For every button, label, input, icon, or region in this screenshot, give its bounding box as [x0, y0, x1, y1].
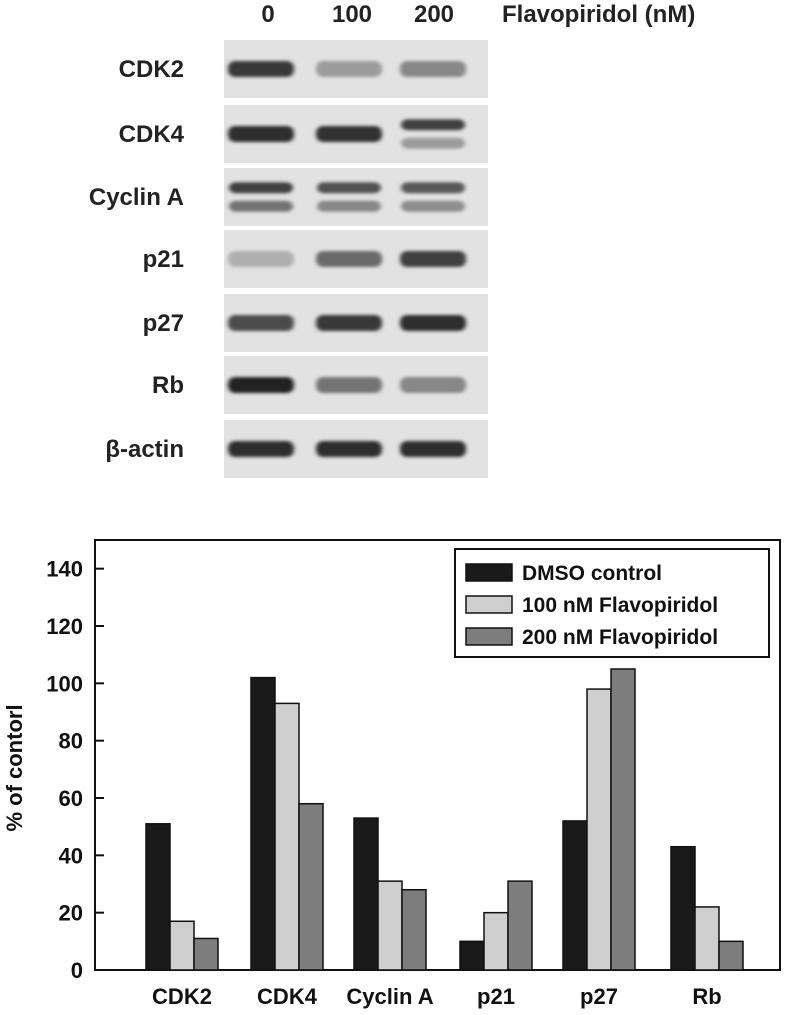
bar [250, 676, 276, 971]
bar [718, 940, 744, 971]
blot-band [400, 315, 466, 331]
x-tick-label: Rb [692, 984, 721, 1009]
blot-band [401, 182, 465, 194]
blot-band [228, 315, 294, 331]
blot-band [401, 119, 465, 131]
dose-label-200: 200 [414, 1, 454, 28]
y-tick-label: 40 [59, 843, 83, 868]
blot-band [316, 126, 382, 142]
y-axis-ticks: 0 20 40 60 80 100 120 140 [46, 557, 104, 983]
plot-frame [94, 539, 781, 971]
legend-label: 100 nM Flavopiridol [522, 594, 718, 617]
bar [586, 688, 612, 971]
blot-panel-label: p27 [143, 310, 184, 337]
blot-band [228, 441, 294, 457]
blot-panels: CDK2 CDK4 Cyclin A p21 p27 Rb β-actin [89, 40, 488, 478]
x-tick-label: CDK4 [257, 984, 318, 1009]
x-tick-label: Cyclin A [346, 984, 433, 1009]
dose-label-100: 100 [332, 1, 372, 28]
legend-swatch [465, 595, 513, 614]
dose-label-0: 0 [261, 1, 274, 28]
blot-panel-label: p21 [143, 246, 184, 273]
x-axis-labels: CDK2 CDK4 Cyclin A p21 p27 Rb [152, 984, 722, 1009]
blot-band [401, 200, 465, 212]
y-tick-label: 140 [46, 557, 83, 582]
bar [610, 668, 636, 971]
blot-panel: p27 [143, 294, 488, 352]
blot-band [228, 377, 294, 393]
blot-band [228, 126, 294, 142]
blot-panel-label: Rb [152, 372, 184, 399]
blot-band [229, 200, 293, 212]
blot-band [228, 251, 294, 267]
bar [353, 817, 379, 971]
western-blot: 0 100 200 Flavopiridol (nM) CDK2 CDK4 Cycl… [89, 1, 695, 478]
bar [507, 880, 533, 971]
dose-header: 0 100 200 Flavopiridol (nM) [261, 1, 695, 28]
blot-band [316, 61, 382, 77]
blot-panel-label: CDK4 [119, 121, 185, 148]
bar [401, 888, 427, 971]
y-tick-label: 100 [46, 671, 83, 696]
y-tick-label: 20 [59, 901, 83, 926]
blot-band [228, 61, 294, 77]
legend: DMSO control 100 nM Flavopiridol 200 nM Fl… [454, 548, 770, 658]
blot-band [316, 377, 382, 393]
blot-band [229, 182, 293, 194]
bar [298, 802, 324, 971]
bars [145, 668, 744, 971]
bar [377, 880, 403, 971]
blot-panel: CDK4 [119, 105, 488, 163]
bar [562, 820, 588, 971]
bar-chart: 0 20 40 60 80 100 120 140 CDK2 CDK4 Cyclin A p21 p2… [2, 539, 781, 1009]
bar [670, 845, 696, 971]
bar [459, 940, 485, 971]
blot-band [401, 137, 465, 149]
bar [483, 911, 509, 971]
legend-label: 200 nM Flavopiridol [522, 626, 718, 649]
legend-label: DMSO control [522, 562, 662, 585]
blot-panel: CDK2 [119, 40, 488, 98]
blot-band [316, 251, 382, 267]
y-tick-label: 0 [71, 958, 83, 983]
treatment-label: Flavopiridol (nM) [502, 1, 695, 28]
bar [274, 702, 300, 971]
blot-band [317, 200, 381, 212]
blot-panel: Cyclin A [89, 168, 488, 226]
blot-panel: β-actin [105, 420, 488, 478]
blot-band [400, 441, 466, 457]
blot-band [316, 315, 382, 331]
blot-band [316, 441, 382, 457]
x-tick-label: p27 [580, 984, 618, 1009]
y-tick-label: 60 [59, 786, 83, 811]
blot-band [317, 182, 381, 194]
x-tick-label: CDK2 [152, 984, 212, 1009]
y-tick-label: 80 [59, 729, 83, 754]
legend-swatch [465, 627, 513, 646]
y-axis-label: % of contorl [2, 704, 27, 831]
blot-panel-label: Cyclin A [89, 184, 184, 211]
bar [169, 920, 195, 971]
blot-panel: Rb [152, 356, 488, 414]
blot-panel: p21 [143, 230, 488, 288]
blot-band [400, 61, 466, 77]
bar [694, 906, 720, 971]
blot-band [400, 377, 466, 393]
bar [145, 823, 171, 971]
blot-membrane [224, 168, 488, 226]
bar [193, 937, 219, 971]
legend-swatch [465, 563, 513, 582]
blot-band [400, 251, 466, 267]
blot-panel-label: β-actin [105, 436, 184, 463]
blot-panel-label: CDK2 [119, 56, 184, 83]
x-tick-label: p21 [477, 984, 515, 1009]
y-tick-label: 120 [46, 614, 83, 639]
